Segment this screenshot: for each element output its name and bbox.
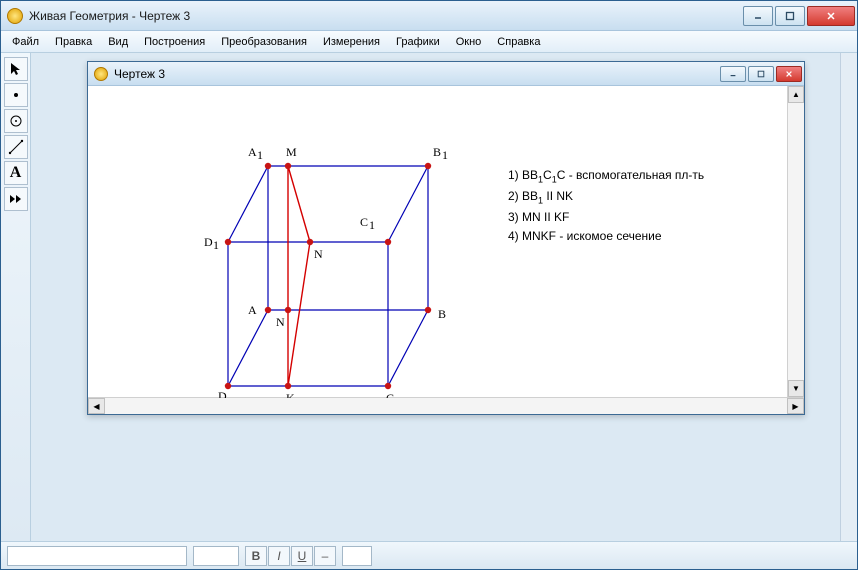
- doc-icon: [94, 67, 108, 81]
- scroll-track[interactable]: [105, 398, 787, 414]
- child-hscroll[interactable]: ◀ ▶: [88, 397, 804, 414]
- child-vscroll[interactable]: ▲ ▼: [787, 86, 804, 397]
- annotation-line-2: 2) BB1 II NK: [508, 187, 704, 208]
- format-buttons: B I U –: [245, 546, 336, 566]
- svg-text:1: 1: [257, 148, 263, 162]
- font-family-combo[interactable]: [7, 546, 187, 566]
- child-maximize-button[interactable]: [748, 66, 774, 82]
- menu-window[interactable]: Окно: [449, 34, 489, 50]
- mdi-desk: Чертеж 3 A1MB1C1D1NANBDKC 1) BB1C1С - вс…: [31, 53, 857, 541]
- annotation-block: 1) BB1C1С - вспомогательная пл-ть 2) BB1…: [508, 166, 704, 246]
- child-title: Чертеж 3: [114, 67, 720, 81]
- app-window: Живая Геометрия - Чертеж 3 Файл Правка В…: [0, 0, 858, 570]
- tool-circle[interactable]: [4, 109, 28, 133]
- menu-help[interactable]: Справка: [490, 34, 547, 50]
- svg-text:N: N: [314, 247, 323, 261]
- italic-button[interactable]: I: [268, 546, 290, 566]
- svg-text:N: N: [276, 315, 285, 329]
- scroll-down-icon[interactable]: ▼: [788, 380, 804, 397]
- svg-text:A: A: [248, 303, 257, 317]
- menu-file[interactable]: Файл: [5, 34, 46, 50]
- svg-text:1: 1: [213, 238, 219, 252]
- tool-line[interactable]: [4, 135, 28, 159]
- svg-text:M: M: [286, 145, 297, 159]
- workarea-vscroll[interactable]: [840, 53, 857, 541]
- svg-text:K: K: [286, 391, 295, 398]
- titlebar: Живая Геометрия - Чертеж 3: [1, 1, 857, 31]
- aux-combo[interactable]: [342, 546, 372, 566]
- svg-text:1: 1: [442, 148, 448, 162]
- svg-text:C: C: [386, 391, 394, 398]
- child-window: Чертеж 3 A1MB1C1D1NANBDKC 1) BB1C1С - вс…: [87, 61, 805, 415]
- maximize-button[interactable]: [775, 6, 805, 26]
- tool-custom[interactable]: [4, 187, 28, 211]
- scroll-right-icon[interactable]: ▶: [787, 398, 804, 414]
- child-close-button[interactable]: [776, 66, 802, 82]
- tool-arrow[interactable]: [4, 57, 28, 81]
- scroll-left-icon[interactable]: ◀: [88, 398, 105, 414]
- app-icon: [7, 8, 23, 24]
- statusbar: B I U –: [1, 541, 857, 569]
- child-window-buttons: [720, 66, 802, 82]
- annotation-line-1: 1) BB1C1С - вспомогательная пл-ть: [508, 166, 704, 187]
- close-button[interactable]: [807, 6, 855, 26]
- tool-point[interactable]: [4, 83, 28, 107]
- font-size-combo[interactable]: [193, 546, 239, 566]
- svg-text:C: C: [360, 215, 368, 229]
- canvas[interactable]: A1MB1C1D1NANBDKC 1) BB1C1С - вспомогател…: [88, 86, 804, 397]
- annotation-line-3: 3) MN II KF: [508, 208, 704, 227]
- scroll-up-icon[interactable]: ▲: [788, 86, 804, 103]
- child-minimize-button[interactable]: [720, 66, 746, 82]
- svg-text:A: A: [248, 145, 257, 159]
- svg-text:D: D: [218, 389, 227, 398]
- svg-text:1: 1: [369, 218, 375, 232]
- minimize-button[interactable]: [743, 6, 773, 26]
- menu-edit[interactable]: Правка: [48, 34, 99, 50]
- annotation-line-4: 4) MNKF - искомое сечение: [508, 227, 704, 246]
- window-buttons: [743, 6, 855, 26]
- underline-button[interactable]: U: [291, 546, 313, 566]
- tool-text[interactable]: A: [4, 161, 28, 185]
- svg-text:B: B: [433, 145, 441, 159]
- menu-transform[interactable]: Преобразования: [214, 34, 314, 50]
- menu-graphs[interactable]: Графики: [389, 34, 447, 50]
- bold-button[interactable]: B: [245, 546, 267, 566]
- workarea: A Чертеж 3 A1MB1C1D1NANBDKC 1) BB: [1, 53, 857, 541]
- child-titlebar: Чертеж 3: [88, 62, 804, 86]
- menu-construct[interactable]: Построения: [137, 34, 212, 50]
- app-title: Живая Геометрия - Чертеж 3: [29, 9, 743, 23]
- menu-view[interactable]: Вид: [101, 34, 135, 50]
- menubar: Файл Правка Вид Построения Преобразовани…: [1, 31, 857, 53]
- svg-text:D: D: [204, 235, 213, 249]
- scroll-track[interactable]: [788, 103, 804, 380]
- toolbox: A: [1, 53, 31, 541]
- dash-button[interactable]: –: [314, 546, 336, 566]
- menu-measure[interactable]: Измерения: [316, 34, 387, 50]
- svg-text:B: B: [438, 307, 446, 321]
